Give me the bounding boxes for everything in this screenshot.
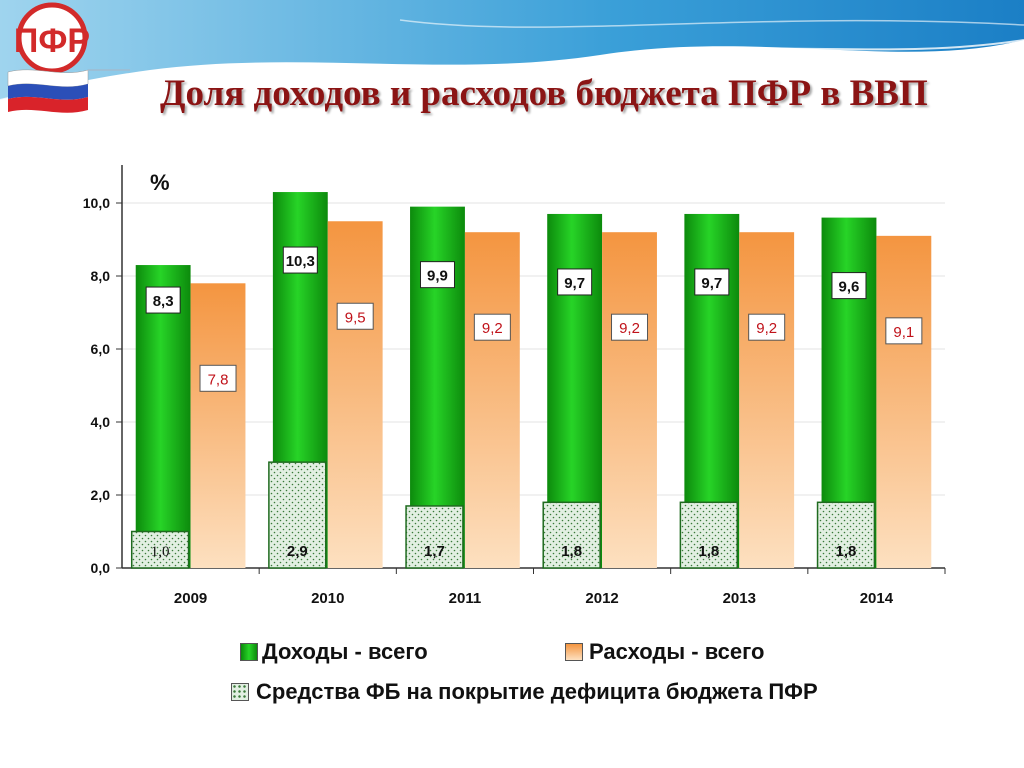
income-value-label: 10,3 <box>286 253 315 270</box>
legend-fund-label: Средства ФБ на покрытие дефицита бюджета… <box>256 679 818 704</box>
income-label-box <box>831 272 867 300</box>
chart-bars <box>130 192 932 569</box>
legend-income-label: Доходы - всего <box>262 639 428 664</box>
income-value-label: 9,9 <box>427 268 448 285</box>
pfr-logo-text: ПФР <box>14 22 90 60</box>
pfr-logo: ПФР <box>7 2 130 113</box>
bar-fund <box>542 501 601 569</box>
bar-fund <box>816 501 876 569</box>
bar-expense <box>190 283 246 568</box>
bar-fund <box>130 530 190 569</box>
bar-expense <box>876 235 932 568</box>
russian-flag-icon <box>7 69 130 113</box>
bar-expense <box>739 232 795 568</box>
y-tick-label: 0,0 <box>91 560 111 576</box>
expense-label-box <box>336 302 374 330</box>
income-label-box <box>557 268 593 296</box>
expense-label-box <box>885 317 923 345</box>
legend-swatch-fund <box>231 683 249 701</box>
income-value-label: 9,6 <box>839 279 860 296</box>
bar-chart: 0,0 2,0 4,0 6,0 8,0 10,0 2009 2010 2011 2012 2013 2… <box>83 165 946 607</box>
chart-value-labels: 8,3 7,8 1,0 10,3 9,5 2,9 9,9 9,2 1,7 9,7 9,2 1,8 9,7… <box>145 246 923 560</box>
y-tick-label: 10,0 <box>83 195 110 211</box>
expense-label-box <box>473 313 511 341</box>
x-tick-label: 2014 <box>860 590 894 607</box>
income-value-label: 9,7 <box>564 275 585 292</box>
bar-expense <box>464 232 520 568</box>
fund-value-label: 1,8 <box>561 543 582 560</box>
bar-fund <box>268 461 327 569</box>
income-label-box <box>694 268 730 296</box>
y-tick-label: 4,0 <box>91 414 111 430</box>
bar-expense <box>602 232 657 568</box>
y-tick-label: 8,0 <box>91 268 111 284</box>
legend-expense-label: Расходы - всего <box>589 639 765 664</box>
expense-label-box <box>199 364 237 392</box>
bar-fund <box>405 505 464 569</box>
x-tick-label: 2009 <box>174 590 207 607</box>
fund-value-label: 1,7 <box>424 543 445 560</box>
legend-swatch-income <box>240 643 258 661</box>
expense-value-label: 9,1 <box>893 324 914 341</box>
slide-title: Доля доходов и расходов бюджета ПФР в ВВ… <box>160 73 928 114</box>
y-axis-unit-label: % <box>150 170 170 195</box>
income-value-label: 9,7 <box>701 275 722 292</box>
y-tick-label: 6,0 <box>91 341 111 357</box>
expense-label-box <box>611 313 649 341</box>
expense-label-box <box>748 313 786 341</box>
bar-expense <box>327 221 383 568</box>
fund-value-label: 1,8 <box>698 543 719 560</box>
chart-gridlines <box>122 202 945 496</box>
header-wave-decoration <box>0 0 1024 101</box>
x-tick-label: 2010 <box>311 590 344 607</box>
fund-value-label: 1,8 <box>836 543 857 560</box>
x-tick-label: 2013 <box>723 590 756 607</box>
legend-swatch-expense <box>565 643 583 661</box>
expense-value-label: 9,2 <box>756 320 777 337</box>
expense-value-label: 9,5 <box>345 309 366 326</box>
income-label-box <box>419 261 455 289</box>
income-label-box <box>282 246 318 274</box>
expense-value-label: 9,2 <box>482 320 503 337</box>
x-tick-label: 2012 <box>585 590 618 607</box>
y-tick-label: 2,0 <box>91 487 111 503</box>
expense-value-label: 9,2 <box>619 320 640 337</box>
x-tick-label: 2011 <box>449 590 482 607</box>
income-label-box <box>145 286 181 314</box>
bar-income <box>135 265 191 568</box>
bar-fund <box>679 501 739 569</box>
fund-value-label: 1,0 <box>151 544 170 560</box>
income-value-label: 8,3 <box>153 293 174 310</box>
expense-value-label: 7,8 <box>208 371 229 388</box>
fund-value-label: 2,9 <box>287 543 308 560</box>
chart-axes: 0,0 2,0 4,0 6,0 8,0 10,0 2009 2010 2011 2012 2013 2… <box>83 165 946 607</box>
